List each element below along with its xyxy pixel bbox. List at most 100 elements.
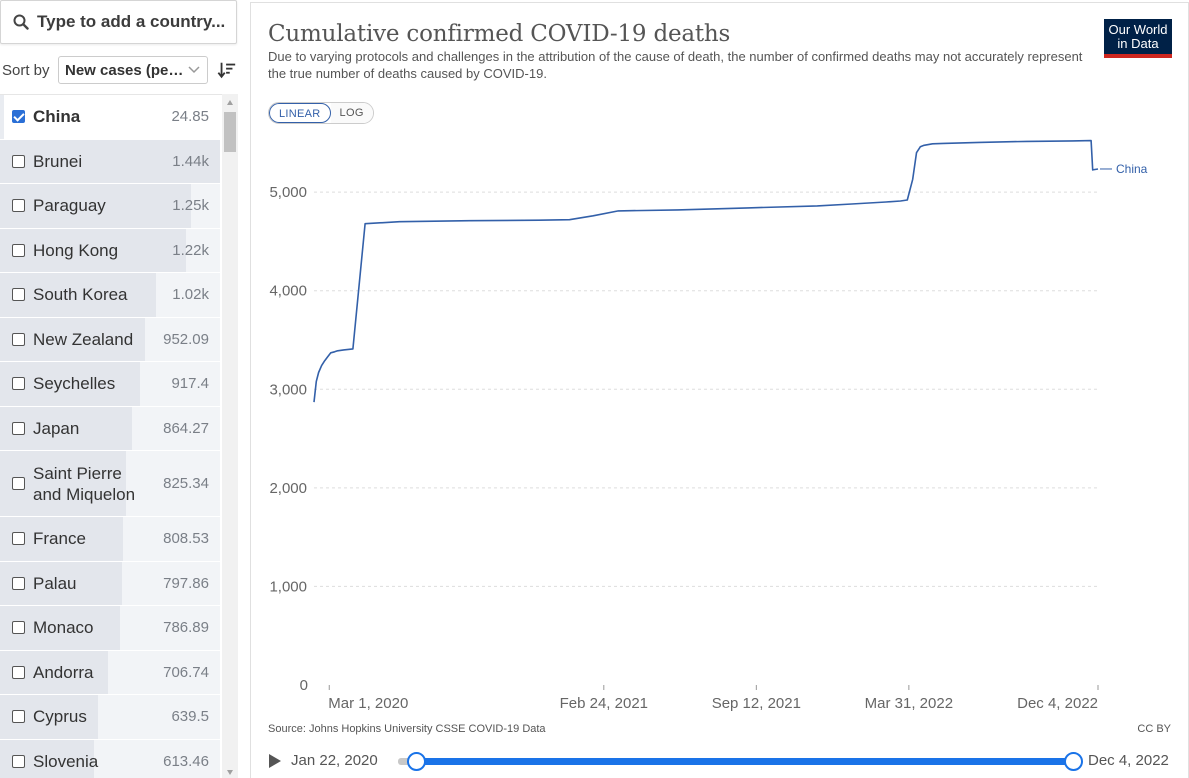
country-row[interactable]: China 24.85 [0, 95, 220, 140]
timeline-end-handle[interactable] [1064, 752, 1083, 771]
country-name: Palau [33, 573, 77, 593]
country-checkbox[interactable] [12, 621, 25, 635]
y-tick-label: 2,000 [269, 480, 307, 497]
country-checkbox[interactable] [12, 532, 25, 546]
country-name: Monaco [33, 618, 94, 638]
country-checkbox[interactable] [12, 710, 25, 724]
country-checkbox[interactable] [12, 421, 25, 435]
country-value-bar [0, 95, 4, 139]
play-icon[interactable] [268, 753, 282, 769]
owid-logo[interactable]: Our World in Data [1104, 19, 1172, 58]
country-row[interactable]: Japan 864.27 [0, 406, 220, 451]
country-checkbox[interactable] [12, 243, 25, 257]
country-name: New Zealand [33, 329, 134, 349]
country-search-box[interactable] [0, 0, 237, 44]
country-row[interactable]: Seychelles 917.4 [0, 362, 220, 407]
country-row[interactable]: Monaco 786.89 [0, 606, 220, 651]
sort-descending-icon [217, 62, 236, 79]
country-value: 864.27 [163, 419, 209, 437]
log-scale-button[interactable]: LOG [330, 103, 373, 123]
country-value: 639.5 [171, 708, 209, 726]
country-name: France [33, 529, 86, 549]
country-row[interactable]: Brunei 1.44k [0, 139, 220, 184]
country-sidebar: Sort by New cases (pe… China 24.85 Brunei 1… [0, 0, 238, 778]
series-label-china[interactable]: China [1116, 162, 1148, 176]
y-tick-label: 5,000 [269, 184, 307, 201]
country-name: Hong Kong [33, 240, 119, 260]
x-tick-label: Sep 12, 2021 [712, 695, 801, 712]
country-checkbox[interactable] [12, 288, 25, 302]
country-checkbox[interactable] [12, 665, 25, 679]
country-checkbox[interactable] [12, 754, 25, 768]
country-row[interactable]: Saint Pierre and Miquelon 825.34 [0, 451, 220, 517]
timeline-start-handle[interactable] [407, 752, 427, 771]
series-line-china[interactable] [313, 139, 1099, 403]
list-scrollbar[interactable] [222, 94, 238, 778]
timeline-track[interactable] [398, 752, 1083, 771]
chart-panel: Cumulative confirmed COVID-19 deaths Due… [250, 2, 1189, 778]
license-link[interactable]: CC BY [1137, 723, 1171, 735]
country-value: 706.74 [163, 663, 209, 681]
country-name: Brunei [33, 151, 83, 171]
country-value-bar [0, 228, 187, 272]
country-row[interactable]: Paraguay 1.25k [0, 184, 220, 229]
country-value-bar [0, 273, 156, 317]
country-value-bar [0, 184, 191, 228]
x-tick-label: Dec 4, 2022 [1017, 695, 1098, 712]
country-checkbox[interactable] [12, 576, 25, 590]
country-row[interactable]: South Korea 1.02k [0, 273, 220, 318]
timeline-start-date: Jan 22, 2020 [291, 752, 378, 769]
country-value: 952.09 [163, 330, 209, 348]
country-row[interactable]: Slovenia 613.46 [0, 739, 220, 778]
sort-label: Sort by [2, 61, 50, 79]
country-checkbox[interactable] [12, 110, 25, 124]
scale-toggle: LINEAR LOG [268, 102, 374, 124]
country-row[interactable]: Andorra 706.74 [0, 650, 220, 695]
linear-scale-button[interactable]: LINEAR [269, 103, 331, 123]
country-value: 786.89 [163, 619, 209, 637]
country-value: 808.53 [163, 530, 209, 548]
country-value: 797.86 [163, 574, 209, 592]
country-row[interactable]: Palau 797.86 [0, 561, 220, 606]
sort-dropdown-value: New cases (pe… [65, 61, 184, 79]
country-value: 1.25k [172, 197, 209, 215]
chart-subtitle: Due to varying protocols and challenges … [268, 49, 1083, 81]
country-row[interactable]: Cyprus 639.5 [0, 695, 220, 740]
country-name: Seychelles [33, 374, 116, 394]
list-scroll-thumb[interactable] [224, 112, 236, 152]
country-name: China [33, 107, 81, 127]
country-name: Andorra [33, 662, 94, 682]
timeline: Jan 22, 2020 Dec 4, 2022 [268, 748, 1173, 774]
country-checkbox[interactable] [12, 199, 25, 213]
country-value: 1.44k [172, 152, 209, 170]
country-value: 825.34 [163, 475, 209, 492]
sort-bar: Sort by New cases (pe… [0, 54, 238, 86]
country-value: 24.85 [171, 108, 209, 126]
chart-title: Cumulative confirmed COVID-19 deaths [268, 21, 731, 47]
sort-dropdown[interactable]: New cases (pe… [58, 56, 208, 84]
country-row[interactable]: Hong Kong 1.22k [0, 228, 220, 273]
country-row[interactable]: New Zealand 952.09 [0, 317, 220, 362]
country-name: Slovenia [33, 751, 99, 771]
country-name: South Korea [33, 285, 128, 305]
country-checkbox[interactable] [12, 377, 25, 391]
scroll-down-arrow-icon[interactable] [226, 768, 234, 776]
country-value: 1.22k [172, 241, 209, 259]
country-value: 917.4 [171, 375, 209, 393]
country-value-bar [0, 139, 220, 183]
logo-line-1: Our World [1108, 22, 1168, 37]
y-tick-label: 1,000 [269, 578, 307, 595]
logo-line-2: in Data [1117, 36, 1159, 51]
y-tick-label: 3,000 [269, 381, 307, 398]
country-name: Saint Pierre and Miquelon [33, 463, 136, 504]
country-search-input[interactable] [37, 12, 227, 32]
y-tick-label: 4,000 [269, 283, 307, 300]
country-checkbox[interactable] [12, 332, 25, 346]
scroll-up-arrow-icon[interactable] [226, 99, 234, 107]
country-row[interactable]: France 808.53 [0, 517, 220, 562]
country-checkbox[interactable] [12, 477, 25, 490]
sort-order-button[interactable] [216, 59, 238, 81]
timeline-selected-range [416, 758, 1073, 765]
source-note[interactable]: Source: Johns Hopkins University CSSE CO… [268, 723, 546, 735]
country-checkbox[interactable] [12, 154, 25, 168]
